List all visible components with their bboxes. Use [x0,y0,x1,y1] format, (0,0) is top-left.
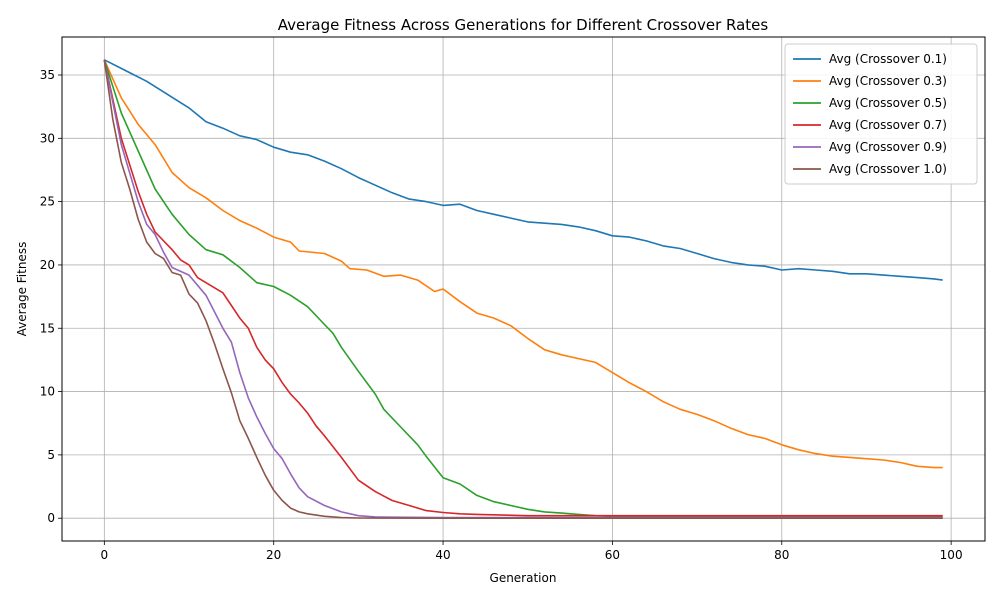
y-tick-label: 0 [47,511,55,525]
series-line-1 [103,59,943,281]
x-tick-label: 100 [940,548,963,562]
legend-label: Avg (Crossover 0.3) [829,74,947,88]
legend: Avg (Crossover 0.1) Avg (Crossover 0.3) Av… [784,43,978,185]
series-line-6 [103,59,943,520]
y-tick-label: 20 [40,258,55,272]
x-tick-label: 80 [774,548,789,562]
y-tick-label: 5 [47,448,55,462]
y-tick-label: 35 [40,68,55,82]
y-axis-label: Average Fitness [15,242,29,337]
y-tick-label: 10 [40,385,55,399]
y-tick-label: 30 [40,131,55,145]
x-tick-label: 0 [101,548,109,562]
series-line-3 [103,59,943,518]
y-tick-label: 15 [40,321,55,335]
legend-label: Avg (Crossover 0.5) [829,96,947,110]
y-tick-label: 25 [40,195,55,209]
legend-label: Avg (Crossover 1.0) [829,162,947,176]
series-lines [103,59,943,520]
x-tick-label: 20 [266,548,281,562]
legend-label: Avg (Crossover 0.9) [829,140,947,154]
legend-label: Avg (Crossover 0.1) [829,52,947,66]
chart-title: Average Fitness Across Generations for D… [278,16,769,34]
plot-frame [61,36,986,542]
series-line-2 [103,59,943,469]
y-axis-ticks: 0 5 10 15 20 25 30 35 [40,68,62,525]
x-tick-label: 60 [605,548,620,562]
legend-box [784,43,978,185]
x-axis-label: Generation [490,571,557,585]
x-tick-label: 40 [435,548,450,562]
x-axis-ticks: 0 20 40 60 80 100 [101,541,963,562]
legend-label: Avg (Crossover 0.7) [829,118,947,132]
series-line-4 [103,59,943,517]
